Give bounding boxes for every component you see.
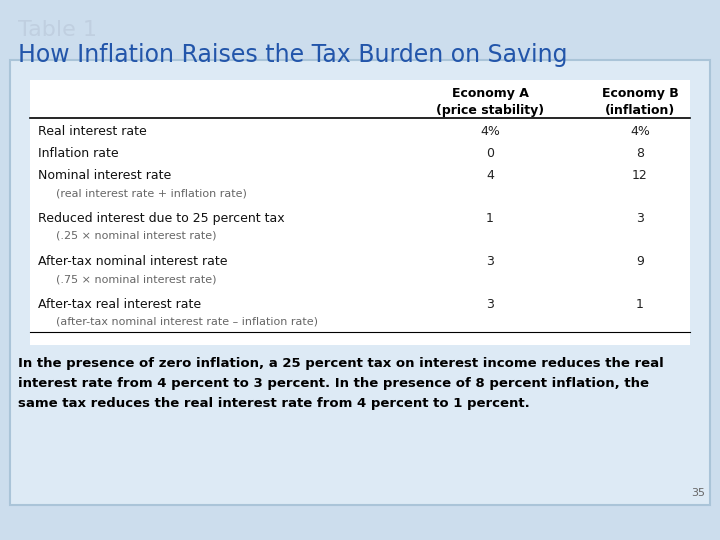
Text: Table 1: Table 1 — [18, 20, 97, 40]
Text: 1: 1 — [486, 212, 494, 225]
Text: Real interest rate: Real interest rate — [38, 125, 147, 138]
Text: Reduced interest due to 25 percent tax: Reduced interest due to 25 percent tax — [38, 212, 284, 225]
Text: (.75 × nominal interest rate): (.75 × nominal interest rate) — [56, 274, 217, 284]
Text: (.25 × nominal interest rate): (.25 × nominal interest rate) — [56, 231, 217, 241]
Text: (after-tax nominal interest rate – inflation rate): (after-tax nominal interest rate – infla… — [56, 317, 318, 327]
Text: In the presence of zero inflation, a 25 percent tax on interest income reduces t: In the presence of zero inflation, a 25 … — [18, 357, 664, 370]
Text: Economy A
(price stability): Economy A (price stability) — [436, 87, 544, 117]
Text: 3: 3 — [486, 298, 494, 311]
Text: 3: 3 — [636, 212, 644, 225]
Text: After-tax real interest rate: After-tax real interest rate — [38, 298, 201, 311]
Text: same tax reduces the real interest rate from 4 percent to 1 percent.: same tax reduces the real interest rate … — [18, 397, 530, 410]
Text: 8: 8 — [636, 147, 644, 160]
Text: Economy B
(inflation): Economy B (inflation) — [602, 87, 678, 117]
FancyBboxPatch shape — [30, 80, 690, 345]
Text: After-tax nominal interest rate: After-tax nominal interest rate — [38, 255, 228, 268]
Text: How Inflation Raises the Tax Burden on Saving: How Inflation Raises the Tax Burden on S… — [18, 43, 567, 67]
Text: 0: 0 — [486, 147, 494, 160]
Text: 3: 3 — [486, 255, 494, 268]
Text: Inflation rate: Inflation rate — [38, 147, 119, 160]
Text: 35: 35 — [691, 488, 705, 498]
Text: 4%: 4% — [480, 125, 500, 138]
FancyBboxPatch shape — [10, 60, 710, 505]
Text: (real interest rate + inflation rate): (real interest rate + inflation rate) — [56, 188, 247, 198]
Text: 12: 12 — [632, 169, 648, 182]
Text: Nominal interest rate: Nominal interest rate — [38, 169, 171, 182]
Text: interest rate from 4 percent to 3 percent. In the presence of 8 percent inflatio: interest rate from 4 percent to 3 percen… — [18, 377, 649, 390]
Text: 9: 9 — [636, 255, 644, 268]
Text: 1: 1 — [636, 298, 644, 311]
Text: 4%: 4% — [630, 125, 650, 138]
Text: 4: 4 — [486, 169, 494, 182]
